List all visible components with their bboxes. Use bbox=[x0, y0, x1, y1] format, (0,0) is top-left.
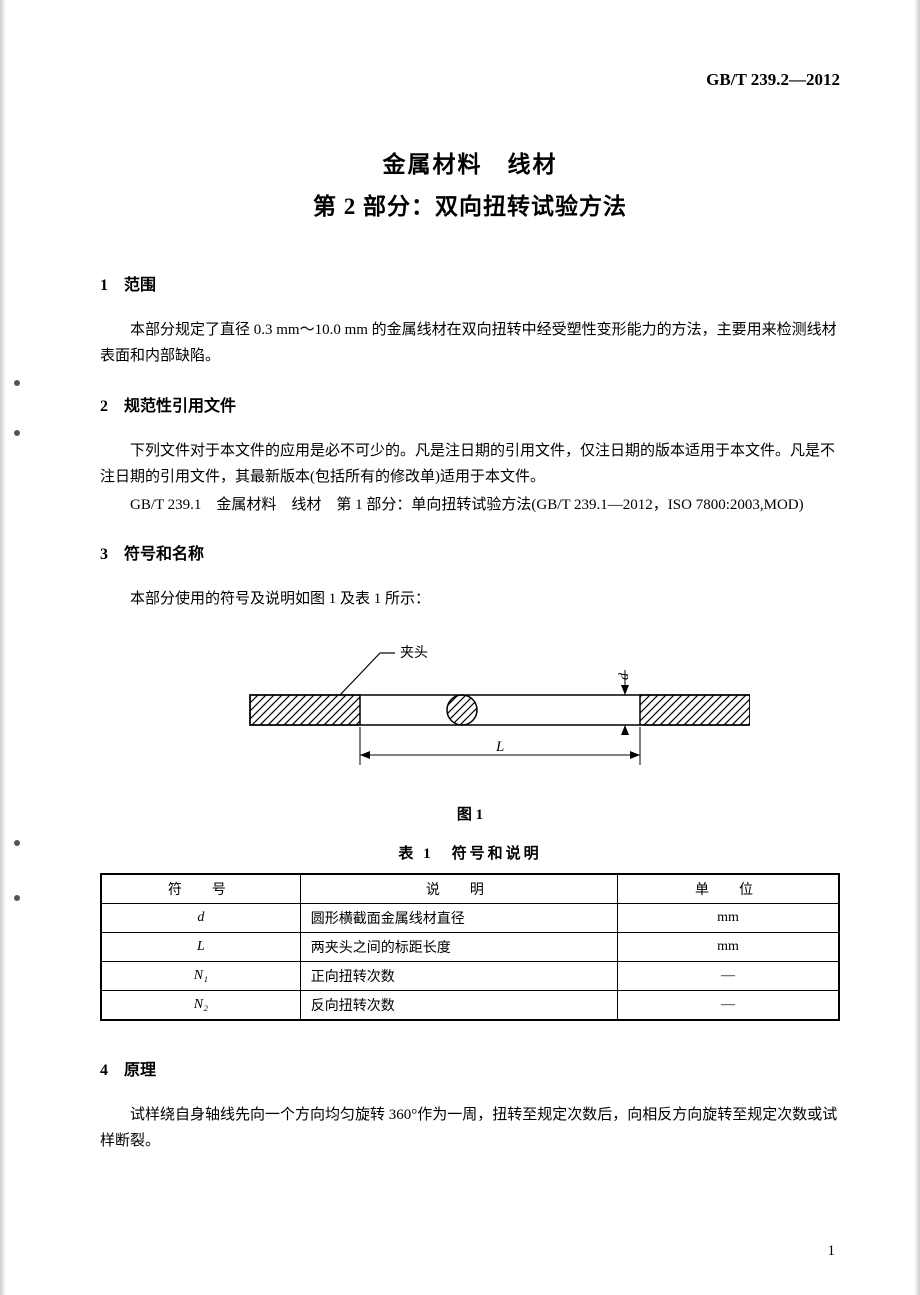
length-label: L bbox=[495, 739, 504, 755]
cell-unit: — bbox=[618, 961, 839, 990]
cell-desc: 两夹头之间的标距长度 bbox=[300, 932, 617, 961]
document-title: 金属材料 线材 第 2 部分：双向扭转试验方法 bbox=[100, 145, 840, 221]
section-3-body: 本部分使用的符号及说明如图 1 及表 1 所示： bbox=[100, 586, 840, 612]
table-row: L 两夹头之间的标距长度 mm bbox=[101, 932, 839, 961]
cell-symbol: L bbox=[101, 932, 300, 961]
cell-unit: mm bbox=[618, 932, 839, 961]
page-edge-right bbox=[914, 0, 920, 1295]
section-4-heading: 4 原理 bbox=[100, 1056, 840, 1080]
th-unit: 单 位 bbox=[618, 874, 839, 904]
cell-symbol: N₂ bbox=[101, 990, 300, 1020]
section-1-body: 本部分规定了直径 0.3 mm～10.0 mm 的金属线材在双向扭转中经受塑性变… bbox=[100, 317, 840, 370]
section-1: 1 范围 本部分规定了直径 0.3 mm～10.0 mm 的金属线材在双向扭转中… bbox=[100, 271, 840, 370]
figure-1-svg: 夹头 L d bbox=[190, 635, 750, 795]
section-3-heading: 3 符号和名称 bbox=[100, 540, 840, 564]
cell-symbol: N₁ bbox=[101, 961, 300, 990]
clamp-label: 夹头 bbox=[400, 645, 428, 661]
title-line-2: 第 2 部分：双向扭转试验方法 bbox=[100, 187, 840, 221]
figure-1: 夹头 L d bbox=[100, 635, 840, 795]
table-row: d 圆形横截面金属线材直径 mm bbox=[101, 903, 839, 932]
th-symbol: 符 号 bbox=[101, 874, 300, 904]
section-2-body-2: GB/T 239.1 金属材料 线材 第 1 部分：单向扭转试验方法(GB/T … bbox=[100, 492, 840, 518]
table-row: N₁ 正向扭转次数 — bbox=[101, 961, 839, 990]
table-1: 符 号 说 明 单 位 d 圆形横截面金属线材直径 mm L 两夹头之间的标距长… bbox=[100, 873, 840, 1021]
section-1-heading: 1 范围 bbox=[100, 271, 840, 295]
section-2: 2 规范性引用文件 下列文件对于本文件的应用是必不可少的。凡是注日期的引用文件，… bbox=[100, 392, 840, 519]
cell-symbol: d bbox=[101, 903, 300, 932]
section-2-heading: 2 规范性引用文件 bbox=[100, 392, 840, 416]
diameter-label: d bbox=[617, 672, 632, 680]
cell-unit: mm bbox=[618, 903, 839, 932]
table-header-row: 符 号 说 明 单 位 bbox=[101, 874, 839, 904]
table-1-caption: 表 1 符号和说明 bbox=[100, 842, 840, 863]
page-edge-left bbox=[0, 0, 6, 1295]
page-number: 1 bbox=[828, 1243, 836, 1260]
cell-desc: 反向扭转次数 bbox=[300, 990, 617, 1020]
table-row: N₂ 反向扭转次数 — bbox=[101, 990, 839, 1020]
section-4-body: 试样绕自身轴线先向一个方向均匀旋转 360°作为一周，扭转至规定次数后，向相反方… bbox=[100, 1102, 840, 1155]
scan-mark bbox=[14, 895, 20, 901]
standard-code: GB/T 239.2—2012 bbox=[100, 70, 840, 90]
th-desc: 说 明 bbox=[300, 874, 617, 904]
figure-1-caption: 图 1 bbox=[100, 803, 840, 824]
cell-desc: 圆形横截面金属线材直径 bbox=[300, 903, 617, 932]
title-line-1: 金属材料 线材 bbox=[100, 145, 840, 179]
cell-unit: — bbox=[618, 990, 839, 1020]
section-4: 4 原理 试样绕自身轴线先向一个方向均匀旋转 360°作为一周，扭转至规定次数后… bbox=[100, 1056, 840, 1155]
section-2-body-1: 下列文件对于本文件的应用是必不可少的。凡是注日期的引用文件，仅注日期的版本适用于… bbox=[100, 438, 840, 491]
section-3: 3 符号和名称 本部分使用的符号及说明如图 1 及表 1 所示： 夹头 bbox=[100, 540, 840, 1020]
scan-mark bbox=[14, 430, 20, 436]
scan-mark bbox=[14, 380, 20, 386]
scan-mark bbox=[14, 840, 20, 846]
cell-desc: 正向扭转次数 bbox=[300, 961, 617, 990]
